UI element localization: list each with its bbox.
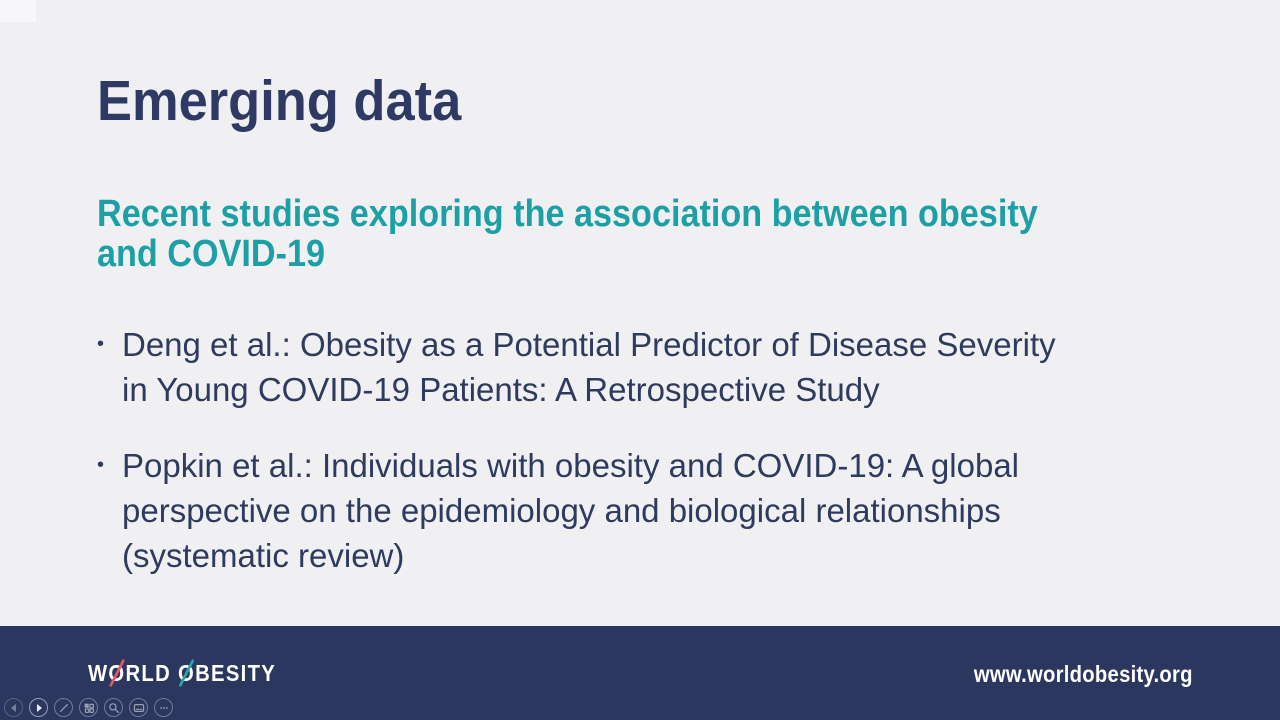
bullet-marker: • [97, 333, 105, 355]
play-arrow-icon [37, 703, 42, 712]
more-options-button[interactable] [154, 698, 173, 717]
zoom-button[interactable] [104, 698, 123, 717]
more-ellipsis-icon [159, 706, 168, 709]
all-slides-button[interactable] [79, 698, 98, 717]
all-slides-grid-icon [84, 703, 94, 713]
logo-text: RLD [125, 660, 179, 686]
previous-arrow-icon [10, 703, 16, 712]
previous-slide-button[interactable] [4, 698, 23, 717]
footer-bar [0, 626, 1280, 720]
captions-button[interactable] [129, 698, 148, 717]
top-left-artifact [0, 0, 36, 22]
footer-url: www.worldobesity.org [974, 661, 1193, 687]
captions-icon [133, 703, 144, 712]
logo-text: BESITY [195, 660, 277, 686]
bullet-text: Popkin et al.: Individuals with obesity … [122, 447, 1020, 574]
bullet-list: • Deng et al.: Obesity as a Potential Pr… [97, 322, 1056, 609]
world-obesity-logo: WORLD OBESITY [88, 658, 276, 688]
pen-icon [59, 703, 68, 712]
pen-tool-button[interactable] [54, 698, 73, 717]
slide-title: Emerging data [97, 69, 462, 133]
magnifier-icon [108, 702, 119, 713]
next-slide-button[interactable] [29, 698, 48, 717]
presenter-controls [4, 698, 173, 717]
bullet-marker: • [97, 454, 105, 476]
slide-subtitle: Recent studies exploring the association… [97, 193, 1038, 275]
bullet-item: • Deng et al.: Obesity as a Potential Pr… [97, 322, 1056, 412]
slide: Emerging data Recent studies exploring t… [0, 0, 1056, 609]
logo-text: W [88, 660, 109, 686]
bullet-item: • Popkin et al.: Individuals with obesit… [97, 443, 1056, 578]
bullet-text: Deng et al.: Obesity as a Potential Pred… [122, 326, 1056, 408]
